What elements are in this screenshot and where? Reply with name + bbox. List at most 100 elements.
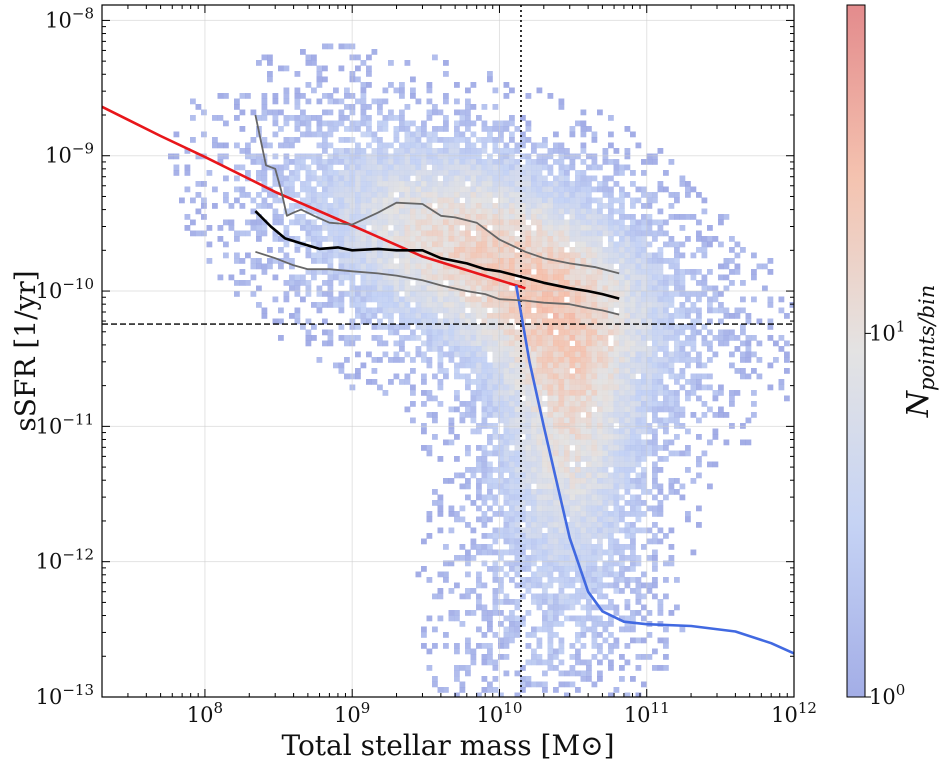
heatmap-cell [366,280,372,286]
heatmap-cell [470,588,477,594]
heatmap-cell [520,533,526,539]
heatmap-cell [536,626,543,633]
heatmap-cell [492,632,499,638]
heatmap-cell [476,379,482,385]
heatmap-cell [421,538,427,545]
heatmap-cell [630,439,636,446]
heatmap-cell [503,324,510,330]
heatmap-cell [723,335,730,341]
heatmap-cell [404,131,411,138]
heatmap-cell [239,192,246,198]
heatmap-cell [525,373,532,380]
heatmap-cell [597,340,603,347]
heatmap-cell [377,181,383,187]
heatmap-cell [465,478,471,484]
heatmap-cell [459,362,466,369]
heatmap-cell [399,307,405,314]
heatmap-cell [388,170,394,176]
heatmap-cell [619,379,625,385]
heatmap-cell [542,186,548,193]
heatmap-cell [481,214,488,220]
heatmap-cell [547,632,554,638]
heatmap-cell [536,555,543,561]
heatmap-cell [503,170,510,176]
heatmap-cell [355,368,361,374]
heatmap-cell [520,263,526,270]
heatmap-cell [602,384,609,391]
heatmap-cell [492,560,499,567]
heatmap-cell [536,296,543,303]
heatmap-cell [663,258,669,264]
heatmap-cell [608,439,614,446]
heatmap-cell [487,192,493,198]
heatmap-cell [470,346,477,352]
heatmap-cell [371,131,378,138]
heatmap-cell [641,406,647,413]
heatmap-cell [344,291,350,297]
heatmap-cell [344,258,350,264]
heatmap-cell [619,313,625,319]
axis-ticks: 108 109 1010 1011 101210−1310−1210−1110−1010… [36,4,817,727]
heatmap-cell [322,252,328,259]
heatmap-cell [613,489,620,495]
heatmap-cell [459,109,466,116]
heatmap-cell [465,236,471,242]
heatmap-cell [322,131,328,138]
heatmap-cell [591,357,598,363]
heatmap-cell [300,109,306,116]
heatmap-cell [432,109,438,116]
heatmap-cell [465,670,471,677]
heatmap-cell [613,181,620,187]
heatmap-cell [619,527,625,534]
heatmap-cell [388,307,394,314]
heatmap-cell [630,280,636,286]
heatmap-cell [575,313,581,319]
heatmap-cell [426,197,433,204]
heatmap-cell [481,654,488,660]
heatmap-cell [465,637,471,644]
heatmap-cell [278,307,284,314]
heatmap-cell [344,43,350,50]
heatmap-cell [492,230,499,237]
heatmap-cell [388,82,394,88]
heatmap-cell [509,186,515,193]
heatmap-cell [685,296,691,303]
heatmap-cell [487,302,493,308]
heatmap-cell [685,236,691,242]
heatmap-cell [718,302,724,308]
heatmap-cell [520,566,526,572]
heatmap-cell [547,241,554,248]
heatmap-cell [465,324,471,330]
heatmap-cell [525,175,532,182]
heatmap-cell [503,247,510,253]
heatmap-cell [630,445,636,451]
heatmap-cell [173,131,180,138]
heatmap-cell [679,357,686,363]
heatmap-cell [377,219,383,226]
heatmap-cell [509,175,515,182]
heatmap-cell [690,549,697,556]
heatmap-cell [338,236,345,242]
heatmap-cell [437,285,444,292]
heatmap-cell [575,153,581,160]
heatmap-cell [245,252,251,259]
heatmap-cell [635,236,642,242]
heatmap-cell [591,511,598,517]
heatmap-cell [558,313,565,319]
heatmap-cell [514,307,521,314]
heatmap-cell [514,549,521,556]
heatmap-cell [597,208,603,215]
heatmap-cell [267,76,273,83]
heatmap-cell [635,599,642,605]
heatmap-cell [608,615,614,622]
heatmap-cell [602,604,609,611]
heatmap-cell [509,461,515,468]
heatmap-cell [481,500,488,506]
heatmap-cell [531,500,537,506]
heatmap-cell [531,654,537,660]
heatmap-cell [470,527,477,534]
heatmap-cell [415,126,422,132]
heatmap-cell [498,439,504,446]
heatmap-cell [558,582,565,589]
heatmap-cell [591,566,598,572]
